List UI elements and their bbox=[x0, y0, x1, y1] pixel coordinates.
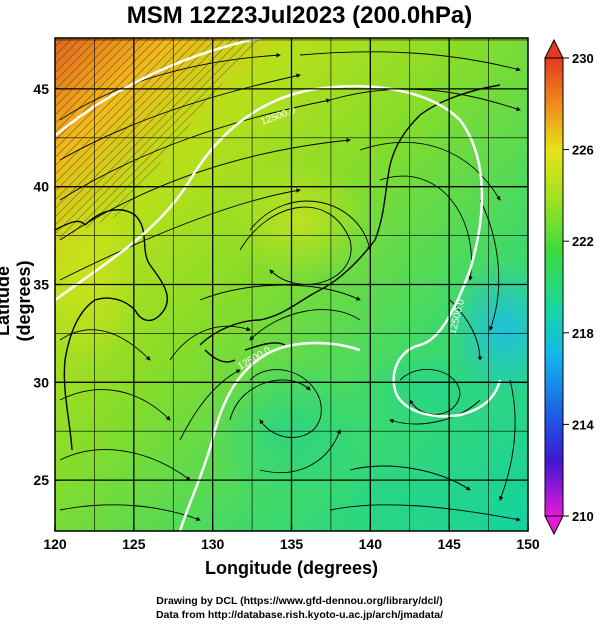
x-tick-label: 145 bbox=[437, 536, 461, 552]
field-patch bbox=[210, 360, 370, 500]
gridlines bbox=[55, 38, 528, 531]
coastlines bbox=[55, 84, 501, 451]
field-patch bbox=[360, 350, 500, 430]
y-tick-label: 35 bbox=[33, 277, 49, 293]
field-patch bbox=[230, 160, 370, 280]
x-tick-label: 120 bbox=[43, 536, 67, 552]
y-axis-label: Latitude (degrees) bbox=[0, 260, 34, 342]
colorbar: 230 226 222 218 214 210 bbox=[544, 38, 594, 536]
y-tick-label: 30 bbox=[33, 374, 49, 390]
x-tick-label: 135 bbox=[280, 536, 304, 552]
contours bbox=[55, 38, 502, 531]
x-axis-label: Longitude (degrees) bbox=[204, 558, 378, 578]
x-tick-label: 125 bbox=[122, 536, 146, 552]
colorbar-bar bbox=[544, 57, 564, 517]
x-tick-label: 150 bbox=[516, 536, 540, 552]
credit-line-2: Data from http://database.rish.kyoto-u.a… bbox=[155, 609, 444, 621]
y-tick-label: 45 bbox=[33, 81, 49, 97]
colorbar-tick-label: 230 bbox=[572, 51, 594, 66]
colorbar-bottom-triangle bbox=[544, 515, 564, 536]
y-tick-label: 25 bbox=[33, 472, 49, 488]
streamlines bbox=[59, 51, 521, 522]
credit-line-1: Drawing by DCL (https://www.gfd-dennou.o… bbox=[156, 595, 443, 607]
field-patch bbox=[330, 460, 510, 531]
y-tick-label: 40 bbox=[33, 179, 49, 195]
x-tick-label: 140 bbox=[359, 536, 383, 552]
colorbar-tick-label: 222 bbox=[572, 234, 594, 249]
colorbar-top-triangle bbox=[544, 38, 564, 59]
colorbar-tick-label: 218 bbox=[572, 326, 594, 341]
colorbar-tick-label: 210 bbox=[572, 509, 594, 524]
colorbar-tick-label: 214 bbox=[572, 417, 594, 432]
field-patch bbox=[55, 190, 140, 370]
colorbar-tick-label: 226 bbox=[572, 143, 594, 158]
chart-title: MSM 12Z23Jul2023 (200.0hPa) bbox=[126, 2, 473, 29]
axis-ticks: 120 125 130 135 140 145 150 25 30 35 40 45 bbox=[33, 81, 539, 552]
x-tick-label: 130 bbox=[201, 536, 225, 552]
